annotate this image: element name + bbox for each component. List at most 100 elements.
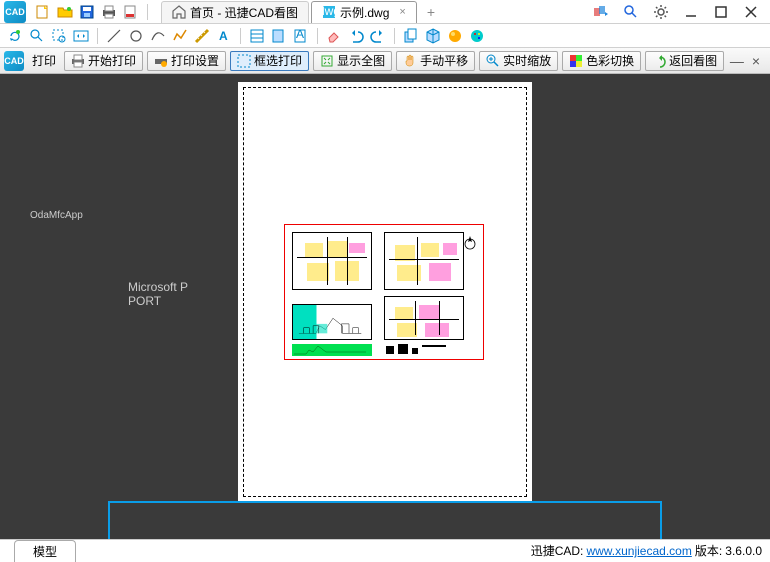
zoom-window-icon[interactable] [50, 27, 68, 45]
hand-icon [403, 54, 417, 68]
print-settings-label: 打印设置 [171, 52, 219, 69]
selection-icon [237, 54, 251, 68]
box-select-button[interactable]: 框选打印 [230, 51, 309, 71]
separator [147, 4, 148, 20]
back-view-button[interactable]: 返回看图 [645, 51, 724, 71]
pan-label: 手动平移 [420, 52, 468, 69]
print-preview-page [238, 82, 532, 502]
tab-bar: 首页 - 迅捷CAD看图 dwg 示例.dwg × + [161, 1, 590, 23]
tab-file-label: 示例.dwg [340, 4, 389, 21]
panel-minimize-button[interactable]: — [730, 53, 744, 69]
zoom-extents-icon[interactable] [28, 27, 46, 45]
minimize-button[interactable] [682, 3, 700, 21]
titlebar: CAD 首页 - 迅捷CAD看图 dwg 示例.dwg × + [0, 0, 770, 24]
printer-gear-icon [154, 54, 168, 68]
back-icon [652, 54, 666, 68]
zoom-icon[interactable] [622, 3, 640, 21]
magnifier-icon [486, 54, 500, 68]
svg-text:A: A [296, 28, 304, 41]
pan-button[interactable]: 手动平移 [396, 51, 475, 71]
extents-icon [320, 54, 334, 68]
show-all-label: 显示全图 [337, 52, 385, 69]
tab-home[interactable]: 首页 - 迅捷CAD看图 [161, 1, 309, 23]
svg-text:A: A [219, 29, 228, 43]
print-toolbar: CAD 打印 开始打印 打印设置 框选打印 显示全图 手动平移 实时缩放 色彩切… [0, 48, 770, 74]
realtime-zoom-label: 实时缩放 [503, 52, 551, 69]
settings-icon[interactable] [652, 3, 670, 21]
app-switch-icon[interactable] [592, 3, 610, 21]
print-panel-title: 打印 [32, 52, 56, 69]
undo-icon[interactable] [347, 27, 365, 45]
print-panel-logo: CAD [4, 51, 24, 71]
version-label: 版本: [695, 544, 722, 558]
canvas-area[interactable]: OdaMfcApp Microsoft PPORT [0, 74, 770, 539]
app-logo: CAD [4, 1, 26, 23]
watermark-text-2: Microsoft PPORT [128, 280, 188, 308]
print-icon[interactable] [100, 3, 118, 21]
elevation-2 [384, 296, 464, 340]
elevation-3 [292, 344, 372, 356]
viewport-frame [108, 501, 662, 539]
print-settings-button[interactable]: 打印设置 [147, 51, 226, 71]
copy-icon[interactable] [402, 27, 420, 45]
detail-blocks [384, 344, 454, 356]
open-folder-icon[interactable] [56, 3, 74, 21]
product-url-link[interactable]: www.xunjiecad.com [586, 544, 691, 558]
svg-text:dwg: dwg [322, 5, 336, 18]
elevation-1 [292, 304, 372, 340]
start-print-button[interactable]: 开始打印 [64, 51, 143, 71]
color-switch-label: 色彩切换 [586, 52, 634, 69]
floorplan-1 [292, 232, 372, 290]
selection-box[interactable] [284, 224, 484, 360]
color-switch-button[interactable]: 色彩切换 [562, 51, 641, 71]
tab-home-label: 首页 - 迅捷CAD看图 [190, 4, 298, 21]
compass-icon [464, 234, 476, 250]
model-tab[interactable]: 模型 [14, 540, 76, 562]
floorplan-2 [384, 232, 464, 290]
panel-window-buttons: — × [730, 53, 766, 69]
window-buttons [590, 3, 766, 21]
separator [240, 28, 241, 44]
redo-icon[interactable] [369, 27, 387, 45]
home-icon [172, 5, 186, 19]
palette-icon[interactable] [468, 27, 486, 45]
layer-on-icon[interactable] [270, 27, 288, 45]
tab-file[interactable]: dwg 示例.dwg × [311, 1, 417, 23]
realtime-zoom-button[interactable]: 实时缩放 [479, 51, 558, 71]
separator [317, 28, 318, 44]
product-label: 迅捷CAD: [531, 544, 584, 558]
polyline-tool-icon[interactable] [171, 27, 189, 45]
separator [394, 28, 395, 44]
block-icon[interactable] [424, 27, 442, 45]
circle-tool-icon[interactable] [127, 27, 145, 45]
box-select-label: 框选打印 [254, 52, 302, 69]
dwg-icon: dwg [322, 5, 336, 19]
show-all-button[interactable]: 显示全图 [313, 51, 392, 71]
line-tool-icon[interactable] [105, 27, 123, 45]
erase-icon[interactable] [325, 27, 343, 45]
model-tab-label: 模型 [33, 545, 57, 559]
printer-icon [71, 54, 85, 68]
color-icon [569, 54, 583, 68]
render-icon[interactable] [446, 27, 464, 45]
fit-icon[interactable] [72, 27, 90, 45]
export-pdf-icon[interactable] [122, 3, 140, 21]
maximize-button[interactable] [712, 3, 730, 21]
start-print-label: 开始打印 [88, 52, 136, 69]
separator [97, 28, 98, 44]
close-button[interactable] [742, 3, 760, 21]
tab-close-icon[interactable]: × [399, 6, 405, 18]
text-tool-icon[interactable]: A [215, 27, 233, 45]
rotate-icon[interactable] [6, 27, 24, 45]
status-info: 迅捷CAD: www.xunjiecad.com 版本: 3.6.0.0 [531, 542, 770, 559]
new-file-icon[interactable] [34, 3, 52, 21]
layer-off-icon[interactable]: A [292, 27, 310, 45]
statusbar: 模型 迅捷CAD: www.xunjiecad.com 版本: 3.6.0.0 [0, 539, 770, 561]
new-tab-button[interactable]: + [419, 2, 443, 22]
layer-manager-icon[interactable] [248, 27, 266, 45]
measure-tool-icon[interactable] [193, 27, 211, 45]
save-icon[interactable] [78, 3, 96, 21]
arc-tool-icon[interactable] [149, 27, 167, 45]
panel-close-button[interactable]: × [752, 53, 760, 69]
version-value: 3.6.0.0 [725, 544, 762, 558]
